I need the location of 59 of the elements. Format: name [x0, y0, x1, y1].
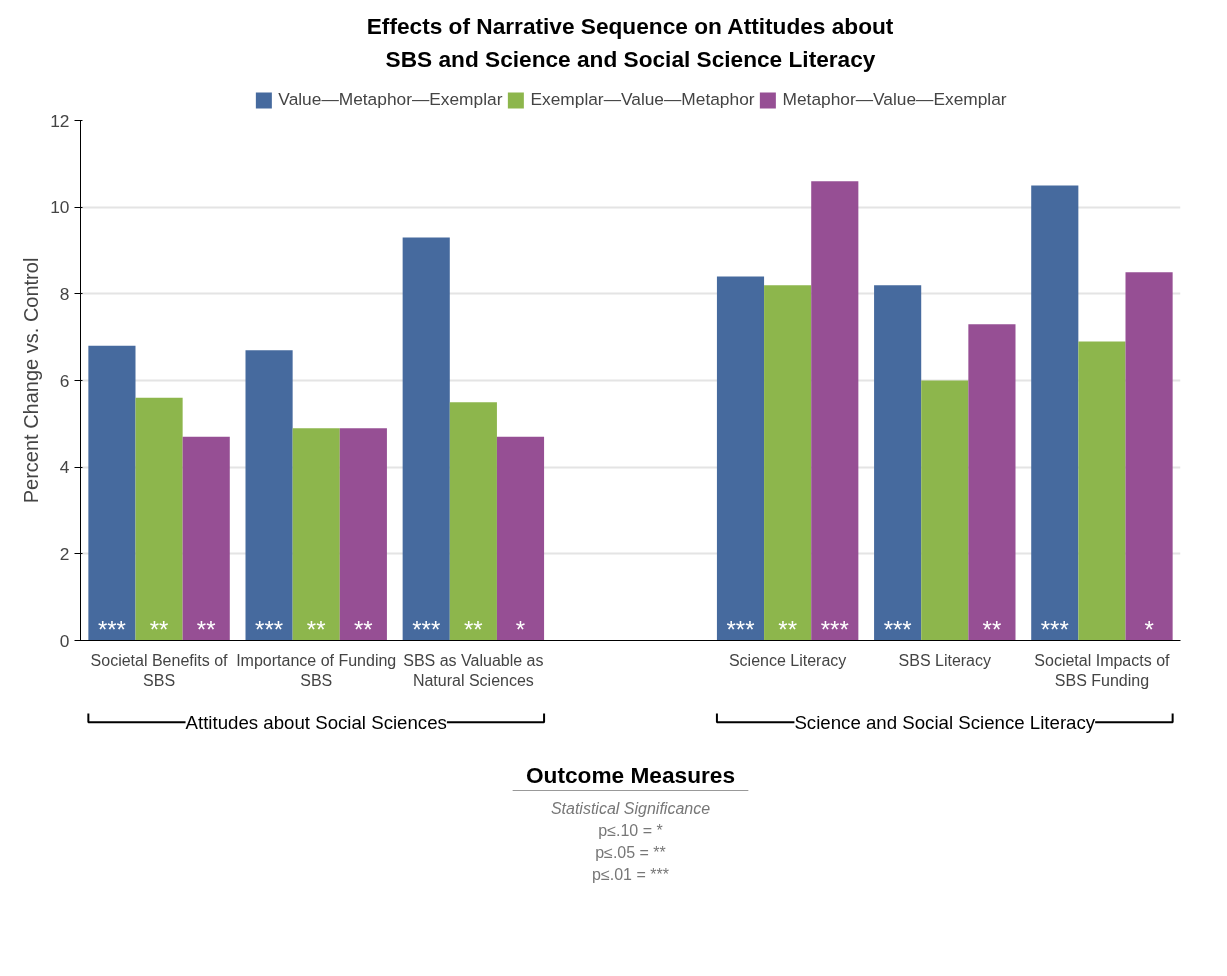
chart-title: Effects of Narrative Sequence on Attitudes about SBS and Science and Social Science Literacy	[366, 13, 894, 72]
data-label: **	[196, 616, 216, 644]
data-label: ***	[1040, 616, 1069, 644]
bar	[921, 380, 969, 641]
legend-label: Value—Metaphor—Exemplar	[278, 89, 503, 110]
y-axis-title: Percent Change vs. Control	[20, 257, 43, 504]
bar	[1125, 272, 1173, 641]
data-label: ***	[255, 616, 284, 644]
y-tick-label: 0	[59, 630, 70, 651]
bar	[182, 436, 230, 641]
x-tick-label: SBS Literacy	[898, 651, 992, 669]
data-label: **	[982, 616, 1002, 644]
data-label: *	[1144, 616, 1154, 644]
bar	[339, 428, 387, 641]
data-label: *	[515, 616, 526, 644]
x-tick-label: Societal Benefits of SBS	[90, 651, 229, 689]
text: Attitudes about Social Sciences	[185, 711, 447, 733]
text: p≤.01 = ***	[592, 865, 669, 883]
y-tick-label: 10	[50, 197, 70, 218]
y-tick-label: 8	[59, 283, 70, 304]
y-tick-label: 2	[59, 543, 70, 564]
bar	[402, 237, 450, 641]
text: p≤.10 = *	[598, 821, 663, 839]
text: Statistical Significance	[550, 799, 711, 817]
data-label: **	[464, 616, 483, 644]
bar	[449, 402, 497, 641]
text: Science and Social Science Literacy	[794, 711, 1096, 733]
bar	[1078, 341, 1126, 641]
bar	[811, 181, 859, 641]
bar	[496, 436, 545, 641]
y-tick-label: 12	[50, 110, 70, 131]
data-label: **	[149, 616, 169, 644]
y-tick-label: 6	[59, 370, 70, 391]
data-label: ***	[883, 616, 912, 644]
data-label: ***	[820, 616, 849, 644]
bar	[764, 285, 812, 641]
x-tick-label: Science Literacy	[728, 651, 847, 669]
text: p≤.05 = **	[595, 843, 666, 861]
bar	[292, 428, 340, 641]
bar	[874, 285, 922, 641]
bar	[88, 345, 136, 641]
bar	[716, 276, 765, 641]
data-label: ***	[726, 616, 755, 644]
data-label: **	[778, 616, 797, 644]
y-tick-label: 4	[59, 457, 70, 478]
legend-label: Exemplar—Value—Metaphor	[530, 89, 755, 110]
bar	[245, 350, 293, 641]
data-label: ***	[97, 616, 126, 644]
x-tick-label: Importance of Funding SBS	[236, 651, 397, 689]
bar	[968, 324, 1016, 641]
data-label: **	[354, 616, 373, 644]
data-label: ***	[412, 616, 441, 644]
x-axis-title: Outcome Measures	[525, 762, 736, 789]
bar	[1031, 185, 1079, 641]
x-tick-label: SBS as Valuable as Natural Sciences	[403, 651, 544, 689]
legend-label: Metaphor—Value—Exemplar	[782, 89, 1007, 110]
x-tick-label: Societal Impacts of SBS Funding	[1034, 651, 1171, 689]
data-label: **	[306, 616, 326, 644]
bar	[135, 397, 183, 641]
